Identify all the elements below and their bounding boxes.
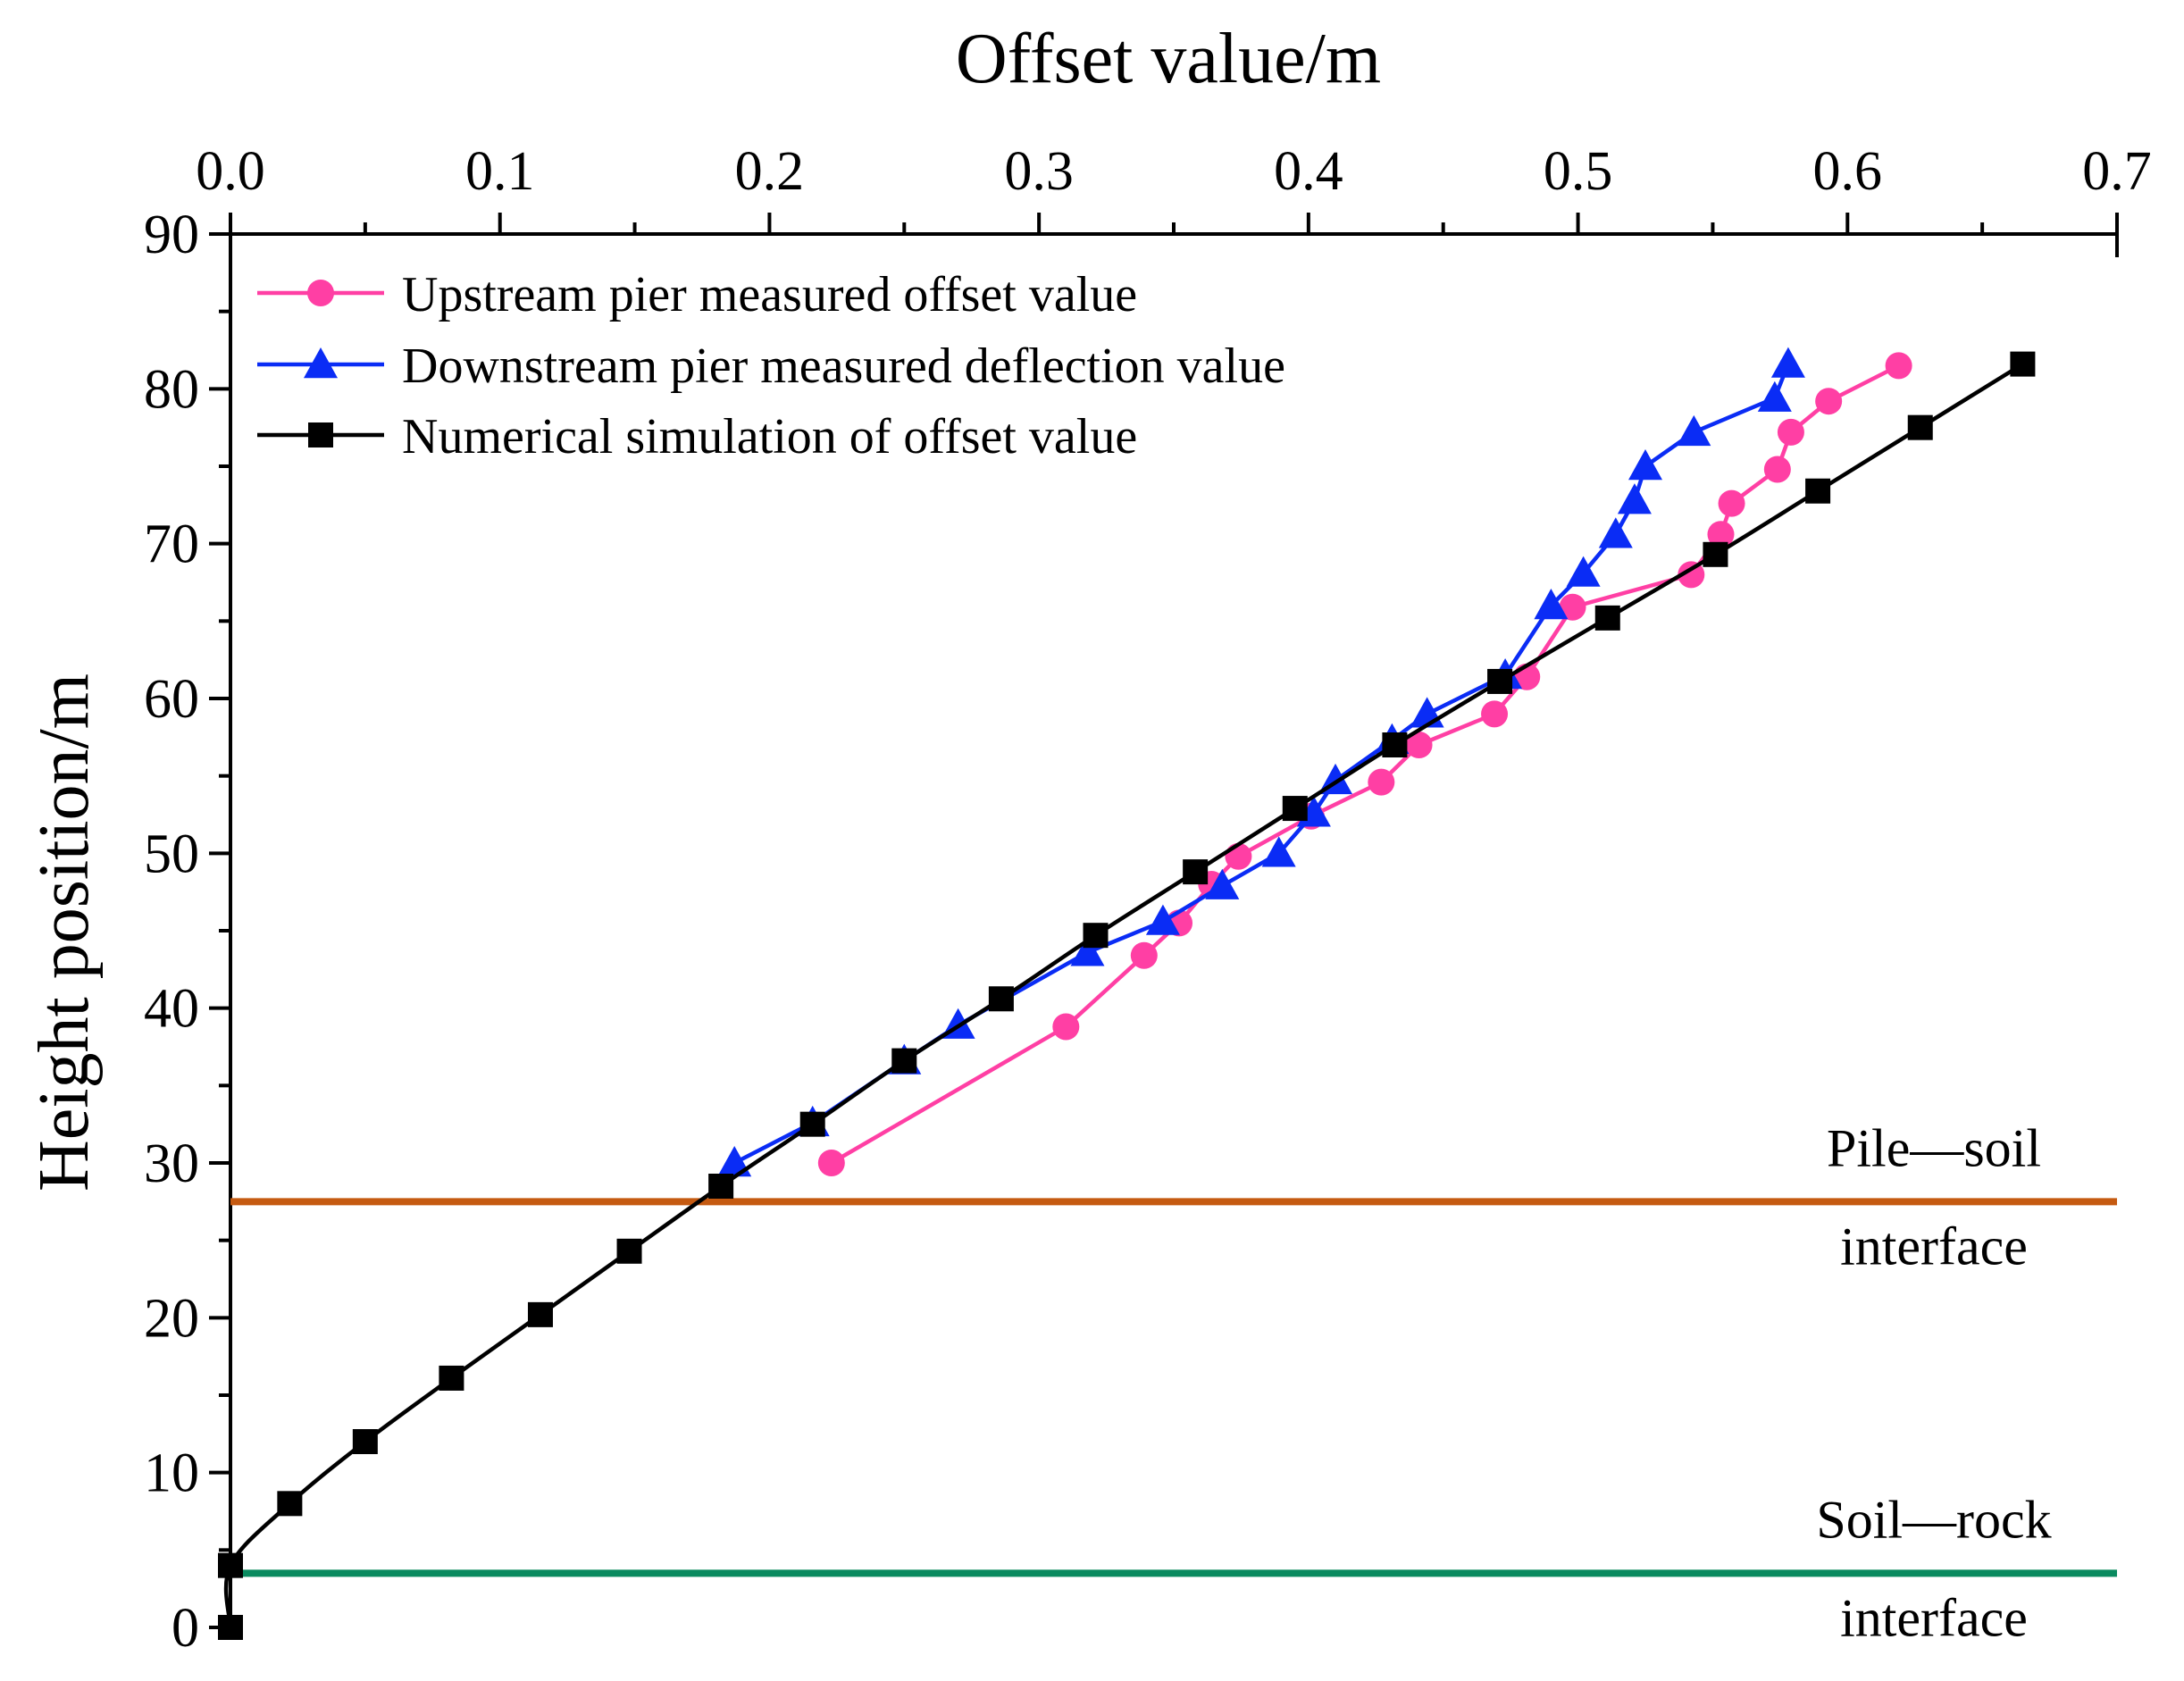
pile-soil-label: Pile—soil [1827, 1118, 2041, 1177]
data-point-upstream [1815, 388, 1843, 415]
data-point-simulation [439, 1365, 464, 1391]
data-point-upstream [1707, 521, 1735, 548]
data-point-downstream [1205, 868, 1240, 899]
x-tick-label: 0.4 [1274, 141, 1343, 202]
data-point-downstream [1757, 381, 1792, 412]
y-tick-label: 70 [144, 514, 199, 575]
legend-item-upstream: Upstream pier measured offset value [257, 267, 1137, 322]
legend-item-simulation: Numerical simulation of offset value [257, 409, 1137, 464]
data-point-downstream [1617, 483, 1652, 514]
data-point-downstream [1145, 904, 1180, 935]
data-point-simulation [218, 1615, 243, 1640]
data-point-upstream [1885, 352, 1912, 380]
data-point-simulation [1083, 923, 1109, 949]
data-point-simulation [277, 1491, 303, 1517]
data-point-upstream [1052, 1013, 1080, 1041]
y-tick-label: 40 [144, 979, 199, 1040]
y-tick-label: 60 [144, 669, 199, 730]
data-point-downstream [717, 1146, 752, 1177]
data-point-simulation [1805, 478, 1831, 504]
data-point-simulation [527, 1301, 553, 1327]
x-axis-title: Offset value/m [956, 20, 1381, 98]
x-tick-label: 0.5 [1544, 141, 1613, 202]
series-line-downstream [733, 363, 1791, 1166]
reference-lines-layer: Pile—soil interface Soil—rock interface [230, 1118, 2117, 1647]
data-point-downstream [1598, 517, 1633, 548]
y-tick-label: 10 [144, 1443, 199, 1504]
data-point-simulation [988, 986, 1014, 1012]
x-tick-label: 0.3 [1004, 141, 1074, 202]
data-point-simulation [1183, 859, 1209, 885]
data-point-downstream [1261, 836, 1296, 867]
pile-soil-label-2: interface [1840, 1217, 2028, 1275]
data-point-downstream [1677, 414, 1711, 447]
legend-marker [307, 280, 334, 306]
legend-label: Upstream pier measured offset value [402, 267, 1137, 322]
y-tick-label: 90 [144, 205, 199, 265]
data-point-upstream [1405, 732, 1433, 758]
x-tick-label: 0.2 [735, 141, 805, 202]
data-point-simulation [616, 1238, 642, 1264]
data-point-upstream [1763, 456, 1791, 483]
data-point-downstream [1070, 935, 1105, 966]
data-point-upstream [1718, 489, 1745, 517]
data-point-simulation [1382, 732, 1408, 757]
series-downstream [717, 347, 1805, 1177]
data-point-upstream [1559, 593, 1586, 621]
x-tick-label: 0.6 [1813, 141, 1883, 202]
legend: Upstream pier measured offset value Downs… [257, 267, 1285, 464]
y-tick-label: 80 [144, 359, 199, 420]
data-point-simulation [891, 1048, 917, 1074]
x-tick-label: 0.7 [2082, 141, 2152, 202]
series-line-simulation [223, 362, 2024, 1628]
data-point-simulation [218, 1552, 243, 1578]
data-point-simulation [799, 1111, 825, 1137]
data-point-upstream [1777, 418, 1804, 446]
x-tick-label: 0.0 [196, 141, 265, 202]
soil-rock-label-2: interface [1840, 1588, 2028, 1647]
series-upstream [817, 352, 1912, 1176]
y-tick-label: 0 [172, 1598, 199, 1659]
data-point-simulation [708, 1174, 734, 1199]
legend-item-downstream: Downstream pier measured deflection valu… [257, 339, 1285, 394]
y-axis-title: Height position/m [25, 673, 104, 1192]
legend-label: Numerical simulation of offset value [402, 409, 1137, 464]
data-point-downstream [1566, 556, 1601, 587]
y-tick-label: 30 [144, 1133, 199, 1194]
data-point-simulation [1282, 796, 1308, 822]
data-point-simulation [1487, 668, 1513, 694]
series-simulation [218, 351, 2036, 1640]
data-point-simulation [1907, 414, 1933, 440]
data-point-simulation [352, 1429, 378, 1454]
data-point-simulation [1703, 541, 1728, 567]
data-point-upstream [817, 1150, 845, 1176]
data-point-simulation [2010, 351, 2036, 377]
data-point-upstream [1130, 941, 1158, 969]
data-point-downstream [1534, 589, 1569, 620]
legend-marker [308, 422, 333, 447]
soil-rock-label: Soil—rock [1816, 1490, 2051, 1549]
legend-marker [304, 347, 338, 379]
data-point-upstream [1678, 561, 1705, 589]
x-tick-label: 0.1 [465, 141, 535, 202]
y-tick-label: 20 [144, 1288, 199, 1349]
data-point-downstream [1770, 347, 1805, 378]
y-tick-label: 50 [144, 824, 199, 884]
series-layer [218, 347, 2036, 1640]
legend-label: Downstream pier measured deflection valu… [402, 339, 1285, 394]
axes-layer: 0.0 0.1 0.2 0.3 0.4 0.5 0.6 0.7 0 10 20 30 40 50 60 70 8… [144, 141, 2152, 1659]
data-point-upstream [1225, 842, 1252, 870]
data-point-downstream [1628, 449, 1662, 481]
data-point-upstream [1368, 768, 1395, 796]
data-point-upstream [1481, 700, 1509, 728]
data-point-simulation [1594, 605, 1620, 631]
